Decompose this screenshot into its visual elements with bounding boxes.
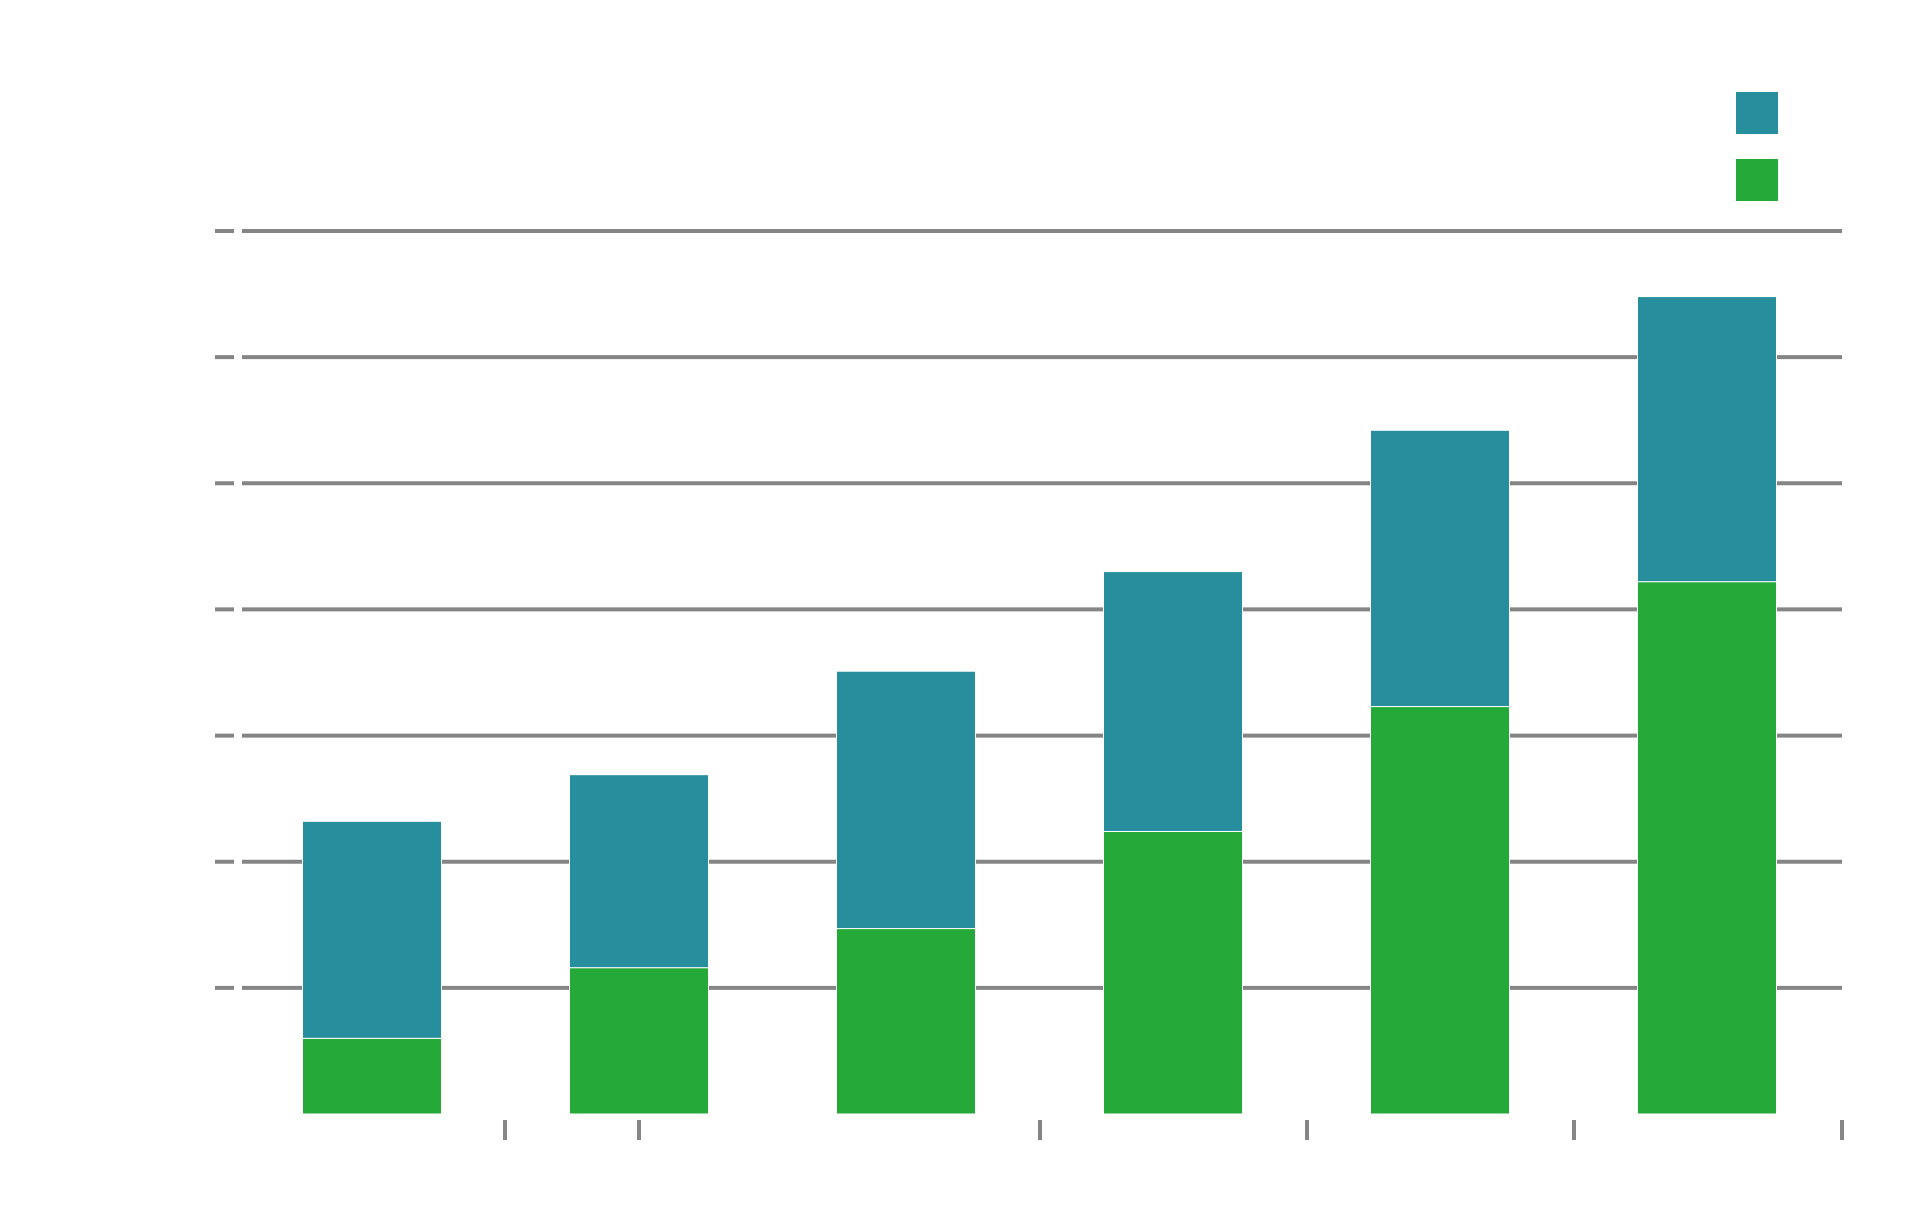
bar-series1-cat1 bbox=[569, 774, 709, 969]
bar-series1-cat2 bbox=[836, 670, 976, 930]
legend-swatch-1 bbox=[1736, 92, 1778, 134]
bar-series1-cat3 bbox=[1103, 571, 1243, 832]
legend bbox=[1736, 92, 1778, 201]
bar-layer bbox=[302, 296, 1777, 1115]
bar-series0-cat1 bbox=[569, 967, 709, 1115]
grid-layer bbox=[242, 229, 1842, 990]
bar-series1-cat4 bbox=[1370, 429, 1510, 708]
bar-series0-cat3 bbox=[1103, 830, 1243, 1115]
bar-series0-cat5 bbox=[1637, 581, 1777, 1115]
bar-series1-cat5 bbox=[1637, 296, 1777, 583]
bar-series1-cat0 bbox=[302, 820, 442, 1039]
bar-series0-cat0 bbox=[302, 1037, 442, 1115]
bar-series0-cat2 bbox=[836, 928, 976, 1115]
legend-swatch-0 bbox=[1736, 159, 1778, 201]
bar-series0-cat4 bbox=[1370, 706, 1510, 1115]
axis-layer bbox=[215, 229, 1844, 1140]
